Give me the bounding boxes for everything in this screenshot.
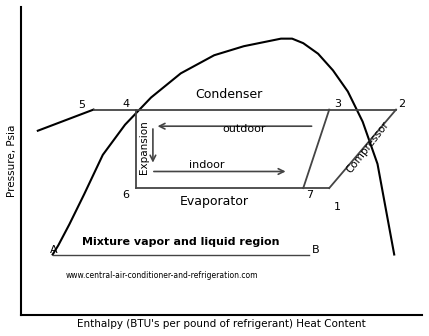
Text: Compressor: Compressor [345, 120, 392, 175]
X-axis label: Enthalpy (BTU's per pound of refrigerant) Heat Content: Enthalpy (BTU's per pound of refrigerant… [77, 319, 366, 329]
Text: 3: 3 [334, 99, 341, 109]
Text: 5: 5 [78, 100, 85, 110]
Text: 2: 2 [398, 99, 405, 109]
Text: Condenser: Condenser [195, 88, 263, 101]
Text: Mixture vapor and liquid region: Mixture vapor and liquid region [82, 238, 280, 247]
Text: Expansion: Expansion [139, 120, 149, 174]
Text: outdoor: outdoor [222, 124, 266, 134]
Text: 7: 7 [306, 190, 313, 200]
Text: 4: 4 [122, 99, 129, 109]
Text: A: A [50, 245, 57, 255]
Text: B: B [312, 245, 320, 255]
Text: indoor: indoor [189, 161, 224, 170]
Text: www.central-air-conditioner-and-refrigeration.com: www.central-air-conditioner-and-refriger… [66, 271, 258, 280]
Text: 6: 6 [122, 190, 129, 200]
Text: Evaporator: Evaporator [180, 195, 249, 208]
Text: 1: 1 [334, 202, 341, 212]
Y-axis label: Pressure, Psia: Pressure, Psia [7, 125, 17, 197]
